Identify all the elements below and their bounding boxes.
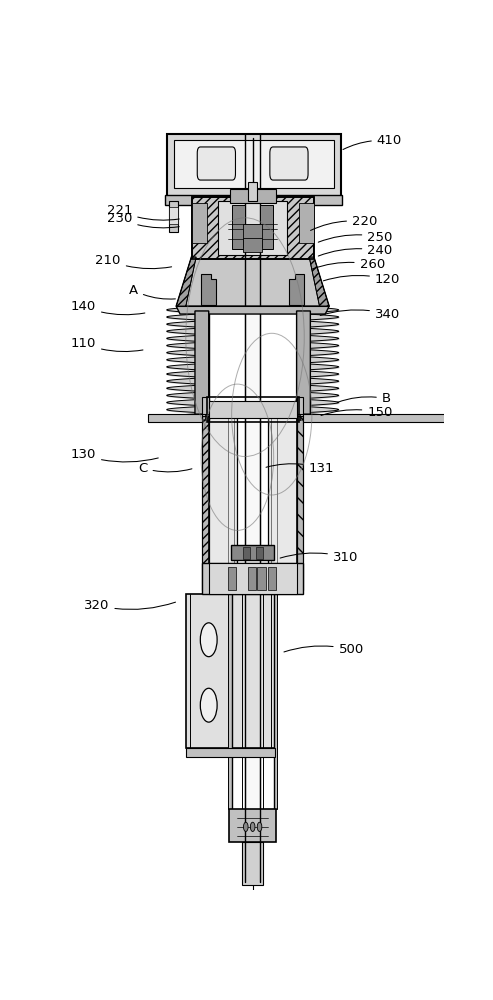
Text: 320: 320: [84, 599, 176, 612]
Text: 260: 260: [312, 258, 385, 271]
FancyBboxPatch shape: [197, 147, 236, 180]
Text: 250: 250: [318, 231, 392, 244]
Bar: [268, 567, 277, 590]
FancyBboxPatch shape: [270, 147, 308, 180]
Circle shape: [200, 623, 217, 657]
Polygon shape: [289, 274, 304, 305]
Bar: [259, 205, 273, 249]
Bar: [230, 189, 276, 203]
Text: 240: 240: [318, 244, 392, 257]
Bar: [169, 201, 178, 232]
Text: 150: 150: [321, 406, 392, 419]
Bar: [297, 416, 304, 590]
Bar: [209, 563, 297, 594]
Polygon shape: [176, 306, 329, 314]
Polygon shape: [176, 257, 329, 306]
Bar: [191, 197, 314, 259]
Bar: [202, 563, 304, 594]
Bar: [218, 201, 287, 255]
Polygon shape: [176, 257, 196, 306]
Text: 500: 500: [284, 643, 364, 656]
Text: 120: 120: [323, 273, 400, 286]
Polygon shape: [147, 397, 209, 422]
Text: 310: 310: [280, 551, 358, 564]
Polygon shape: [297, 397, 493, 422]
Text: 230: 230: [107, 212, 179, 228]
Text: 210: 210: [96, 254, 172, 269]
Text: 140: 140: [71, 300, 145, 315]
Bar: [231, 545, 275, 560]
Bar: [228, 584, 280, 594]
Bar: [165, 195, 343, 205]
Polygon shape: [201, 274, 216, 305]
Bar: [202, 397, 304, 422]
Bar: [191, 197, 314, 259]
Bar: [229, 809, 277, 842]
Bar: [297, 416, 304, 590]
Bar: [174, 140, 334, 188]
Bar: [202, 416, 209, 590]
Polygon shape: [195, 311, 213, 414]
Text: B: B: [337, 392, 391, 405]
Bar: [274, 590, 278, 809]
Bar: [242, 842, 263, 885]
Bar: [273, 569, 285, 586]
Bar: [207, 397, 299, 422]
Bar: [268, 416, 297, 590]
Circle shape: [257, 822, 262, 831]
Bar: [167, 134, 341, 197]
Text: 131: 131: [266, 462, 334, 475]
Bar: [228, 567, 236, 590]
Polygon shape: [292, 311, 311, 414]
Polygon shape: [309, 257, 329, 306]
Bar: [257, 567, 266, 590]
Bar: [246, 134, 260, 882]
Bar: [248, 567, 256, 590]
Circle shape: [200, 688, 217, 722]
Bar: [186, 594, 275, 748]
Text: 220: 220: [311, 215, 377, 230]
Text: C: C: [139, 462, 192, 475]
Bar: [186, 748, 275, 757]
Bar: [169, 207, 178, 224]
Bar: [243, 224, 262, 247]
Text: 130: 130: [70, 448, 158, 462]
Bar: [243, 547, 250, 559]
Text: 340: 340: [320, 308, 400, 321]
Bar: [248, 182, 257, 201]
Bar: [298, 203, 314, 243]
Circle shape: [244, 822, 248, 831]
Bar: [228, 590, 232, 809]
Bar: [220, 569, 233, 586]
Text: A: A: [129, 284, 176, 299]
Circle shape: [250, 822, 255, 831]
Bar: [243, 238, 262, 252]
Bar: [256, 547, 263, 559]
Bar: [232, 205, 245, 249]
Text: 110: 110: [70, 337, 143, 352]
Bar: [209, 416, 238, 590]
Bar: [209, 401, 297, 418]
Text: 410: 410: [343, 134, 402, 150]
Bar: [202, 416, 209, 590]
Text: 221: 221: [107, 204, 179, 220]
Bar: [191, 203, 207, 243]
